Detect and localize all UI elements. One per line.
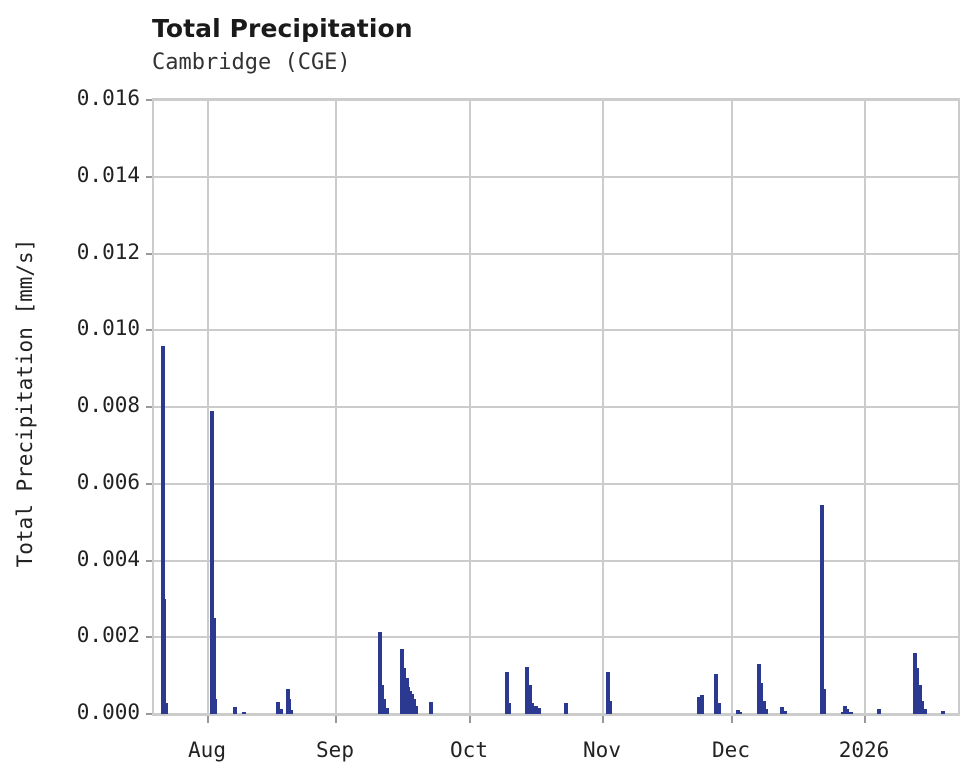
gridline-horizontal [154, 713, 958, 714]
bar [918, 685, 922, 714]
bar [162, 598, 166, 714]
bar [429, 701, 433, 714]
gridline-horizontal [154, 329, 958, 331]
gridline-vertical [864, 100, 866, 714]
y-tick-mark [146, 559, 153, 562]
y-tick-mark [146, 99, 153, 101]
y-tick-label: 0.014 [76, 162, 140, 187]
x-tick-mark [864, 716, 866, 723]
y-tick-label: 0.004 [76, 546, 140, 571]
bar [289, 710, 293, 714]
x-tick-label: Nov [583, 738, 621, 762]
bar [525, 667, 529, 714]
x-tick-mark [335, 716, 337, 723]
bar [606, 671, 610, 714]
gridline-horizontal [154, 176, 958, 178]
bar [700, 694, 704, 714]
bar [608, 700, 612, 714]
plot-area [152, 98, 960, 716]
bar [923, 709, 927, 714]
bar [505, 671, 509, 714]
bar [717, 702, 721, 714]
y-tick-mark [146, 329, 153, 332]
bar [210, 410, 214, 714]
bar [233, 707, 237, 714]
bar [382, 698, 386, 714]
gridline-horizontal [154, 253, 958, 255]
bar [279, 709, 283, 714]
y-tick-label: 0.016 [76, 86, 140, 110]
bar [164, 702, 168, 714]
bar [941, 710, 945, 714]
bar [276, 701, 280, 714]
x-tick-mark [731, 716, 733, 723]
bar [528, 685, 532, 714]
bar [697, 696, 701, 714]
gridline-vertical [731, 100, 733, 714]
page-title: Total Precipitation [152, 14, 413, 43]
bar [378, 631, 382, 714]
bar [534, 706, 538, 714]
y-tick-label: 0.006 [76, 469, 140, 494]
bar [920, 700, 924, 714]
y-tick-mark [146, 175, 153, 178]
chart-subtitle: Cambridge (CGE) [152, 50, 351, 75]
gridline-vertical [469, 100, 471, 714]
y-tick-mark [146, 482, 153, 485]
gridline-horizontal [154, 560, 958, 562]
bar [845, 709, 849, 714]
x-tick-mark [602, 716, 604, 723]
x-tick-label: 2026 [838, 738, 890, 762]
bar [537, 707, 541, 714]
bar [507, 702, 511, 714]
plot-inner [154, 100, 958, 714]
y-tick-label: 0.012 [76, 239, 140, 264]
bar [161, 345, 165, 714]
bar [820, 504, 824, 714]
bar [822, 689, 826, 714]
y-axis-ticks: 0.000 0.002 0.004 0.006 0.008 0.010 0.012 0.014… [0, 86, 153, 724]
bar [402, 668, 406, 714]
y-tick-label: 0.010 [76, 316, 140, 341]
x-tick-mark [207, 716, 209, 723]
bar [780, 707, 784, 714]
bar [877, 708, 881, 714]
bar [714, 673, 718, 714]
y-tick-mark [146, 252, 153, 255]
gridline-vertical [207, 100, 209, 714]
y-tick-label: 0.002 [76, 623, 140, 648]
gridline-horizontal [154, 636, 958, 638]
bar [762, 700, 766, 714]
bar [213, 698, 217, 714]
x-tick-label: Oct [450, 738, 488, 762]
x-tick-label: Dec [712, 738, 750, 762]
y-tick-mark [146, 406, 153, 408]
gridline-horizontal [154, 406, 958, 408]
y-tick-label: 0.000 [76, 700, 140, 724]
x-tick-label: Sep [316, 738, 354, 762]
bar [849, 712, 853, 714]
gridline-horizontal [154, 483, 958, 485]
x-tick-mark [469, 716, 471, 723]
bar [212, 618, 216, 714]
bar [759, 683, 763, 714]
gridline-vertical [602, 100, 604, 714]
bar [738, 711, 742, 714]
y-tick-label: 0.008 [76, 393, 140, 417]
bar [242, 712, 246, 714]
gridline-vertical [335, 100, 337, 714]
x-tick-label: Aug [188, 738, 226, 762]
bar [764, 709, 768, 714]
gridline-horizontal [154, 100, 958, 101]
bar [915, 668, 919, 714]
y-tick-mark [146, 713, 153, 715]
bar [564, 702, 568, 714]
bar [385, 708, 389, 714]
y-tick-mark [146, 636, 153, 639]
bar [287, 698, 291, 714]
x-axis-ticks: Aug Sep Oct Nov Dec 2026 [152, 716, 960, 776]
bar [783, 710, 787, 714]
bar [414, 705, 418, 714]
